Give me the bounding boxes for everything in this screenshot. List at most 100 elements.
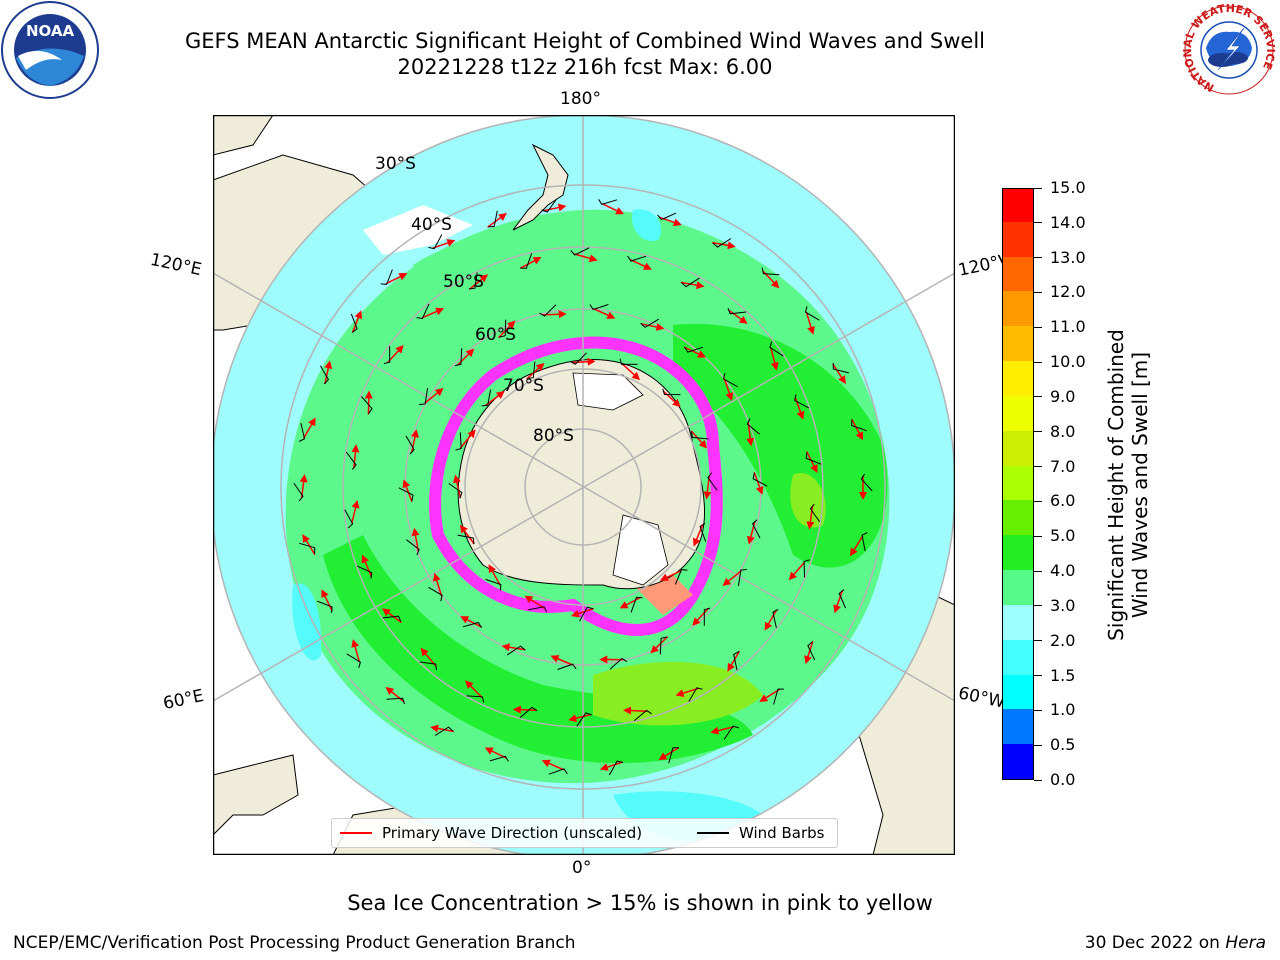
wave-arrow [324,360,333,385]
wave-arrow [550,655,573,666]
wind-barb [293,482,304,502]
wind-barb [361,396,373,414]
wave-arrow [683,346,707,358]
wind-barb [832,362,849,374]
colorbar-tick [1034,396,1042,398]
wind-barb [662,388,681,396]
wave-arrow [487,213,507,228]
colorbar-tick-label: 3.0 [1050,595,1076,615]
wave-arrow [804,640,814,665]
wave-arrow [806,505,815,530]
wind-barb [350,313,358,333]
colorbar-segment [1003,743,1033,779]
map-legend: Primary Wave Direction (unscaled) Wind B… [331,818,838,848]
wave-arrow [351,310,363,333]
colorbar-tick [1034,187,1042,189]
colorbar-tick [1034,535,1042,537]
colorbar-tick-label: 2.0 [1050,630,1076,650]
wave-arrow [712,241,736,250]
wave-arrow [659,569,682,581]
wind-barb [608,760,624,776]
wind-barb [751,519,761,539]
wave-arrow [432,239,456,249]
wave-arrow [382,608,402,624]
lat-label-60s: 60°S [475,325,516,345]
wind-barb [489,755,509,762]
colorbar-segment [1003,290,1033,327]
wave-arrow [385,686,405,703]
date-text: 30 Dec 2022 on [1084,933,1220,953]
wind-barb [688,687,703,702]
lon-label-left-lower: 60°E [161,685,206,715]
wave-arrow [621,363,641,381]
wave-arrow [680,281,705,290]
wind-barb [633,709,652,722]
wind-barb [541,198,558,213]
lon-label-right-lower: 60°W [956,683,1007,713]
wind-barb [640,318,660,328]
wind-barbs [293,198,873,776]
wave-arrow [321,589,333,612]
wind-barb [434,726,454,736]
colorbar-tick-label: 7.0 [1050,456,1076,476]
colorbar-segment [1003,639,1033,675]
wind-barb [589,304,609,311]
wind-barb [468,272,478,290]
wave-arrow [759,688,781,702]
wave-arrow [640,323,665,331]
wind-barb [794,394,810,409]
wave-arrow [805,311,815,335]
colorbar-tick-label: 0.5 [1050,735,1076,755]
wave-arrow [574,253,598,263]
colorbar-tick-label: 8.0 [1050,421,1076,441]
wind-barb [319,365,330,385]
wave-arrow [519,257,542,269]
wave-arrow [303,417,316,439]
colorbar-tick [1034,500,1042,502]
svg-text:NOAA: NOAA [26,22,75,40]
colorbar-segment [1003,534,1033,571]
wind-barb [428,586,443,602]
wind-barb [398,487,414,501]
wave-arrow [568,713,592,723]
colorbar-tick-label: 10.0 [1050,352,1086,372]
wave-arrow [512,705,537,714]
colorbar-tick [1034,222,1042,224]
wave-arrow [788,561,806,581]
wind-barb [448,483,463,499]
wave-arrow [524,595,546,610]
colorbar-tick-label: 1.5 [1050,665,1076,685]
wind-barb [382,615,402,622]
wind-barb [579,606,594,622]
wind-barb [681,277,700,288]
date-stamp: 30 Dec 2022 on Hera [1085,933,1266,953]
colorbar-title: Significant Height of Combined Wind Wave… [1104,275,1152,695]
wave-arrow [722,570,742,586]
wind-barb [805,452,822,465]
wind-barb [506,645,526,656]
wave-arrow [850,535,864,557]
wind-barb [570,247,590,256]
nws-logo: NATIONAL WEATHER SERVICE [1181,2,1277,98]
host-name: Hera [1225,933,1266,953]
lat-label-40s: 40°S [411,215,452,235]
legend-barb-label: Wind Barbs [739,824,825,842]
wave-arrow [727,309,748,324]
wave-arrow [541,759,565,771]
wind-barb [668,747,679,764]
wave-arrow [571,607,595,618]
wind-barb [298,422,306,442]
lat-label-50s: 50°S [443,272,484,292]
wave-arrow [675,687,699,697]
wind-barb [727,308,747,315]
wave-arrow [459,524,475,545]
wave-arrow [692,524,704,547]
wind-barb [344,509,354,529]
colorbar-segment [1003,221,1033,257]
wind-barb [609,657,628,670]
colorbar-segment [1003,674,1033,710]
wave-arrow [658,216,682,227]
colorbar-tick-label: 12.0 [1050,282,1086,302]
colorbar-tick-label: 4.0 [1050,561,1076,581]
colorbar [1002,188,1034,780]
